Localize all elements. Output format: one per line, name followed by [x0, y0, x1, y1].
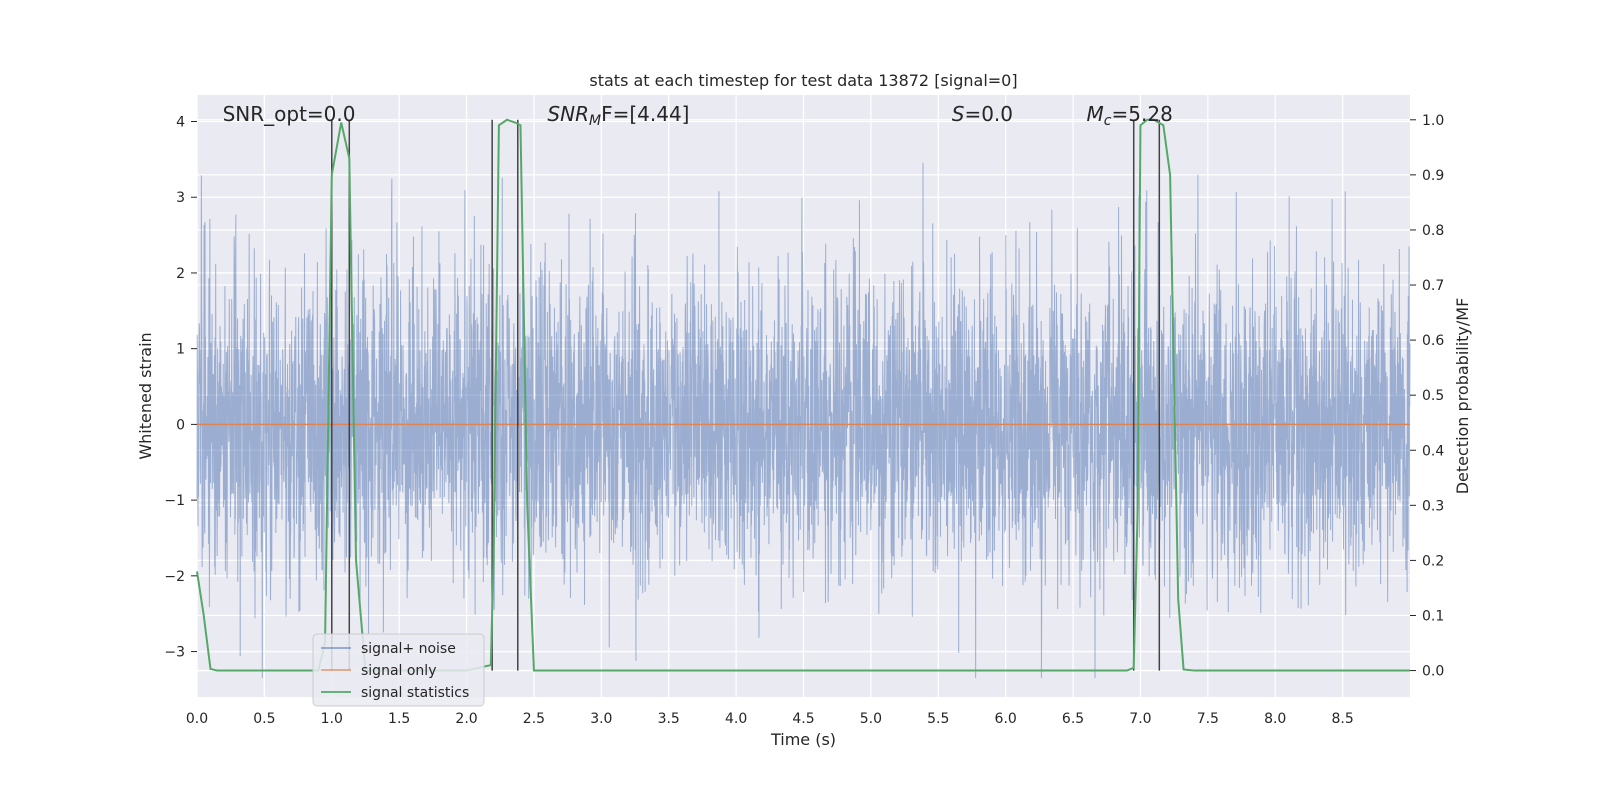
- legend: signal+ noise signal only signal statistic…: [312, 633, 485, 707]
- y-tick-label-right: 0.9: [1422, 168, 1444, 184]
- x-tick-label: 5.0: [860, 711, 882, 727]
- y-tick-label-right: 0.4: [1422, 443, 1444, 459]
- annotation-rest: =0.0: [964, 102, 1013, 126]
- annotations: SNR_opt=0.0 SNRMF=[4.44] S=0.0 Mc=5.28: [223, 102, 1173, 129]
- x-axis-label: Time (s): [770, 730, 836, 749]
- annotation-main: SNR: [547, 102, 589, 126]
- y-tick-label-left: 3: [176, 190, 185, 206]
- y-axis-label-left: Whitened strain: [136, 332, 155, 459]
- y-tick-label-left: −1: [164, 493, 185, 509]
- x-tick-label: 2.5: [523, 711, 545, 727]
- annotation-main: M: [1087, 102, 1104, 126]
- y-tick-label-right: 0.3: [1422, 498, 1444, 514]
- noise-line: [196, 162, 1411, 679]
- annotation-rest: F=[4.44]: [601, 102, 689, 126]
- y-tick-label-right: 0.5: [1422, 388, 1444, 404]
- x-tick-label: 4.0: [725, 711, 747, 727]
- annotation-sub: M: [589, 113, 601, 129]
- x-tick-label: 8.0: [1264, 711, 1286, 727]
- y-tick-label-right: 0.2: [1422, 553, 1444, 569]
- chart-title: stats at each timestep for test data 138…: [589, 71, 1017, 90]
- x-tick-label: 3.0: [590, 711, 612, 727]
- x-tick-label: 1.0: [321, 711, 343, 727]
- annotation-0: SNR_opt=0.0: [223, 102, 356, 126]
- y-tick-label-left: 1: [176, 342, 185, 358]
- signal-statistics-line: [196, 118, 1410, 672]
- x-tick-label: 4.5: [792, 711, 814, 727]
- y-tick-label-right: 1.0: [1422, 113, 1444, 129]
- series-signal-plus-noise: [196, 162, 1411, 679]
- legend-entry: signal only: [361, 663, 436, 679]
- annotation-sub: c: [1104, 113, 1112, 129]
- y-tick-label-left: 0: [176, 417, 185, 433]
- x-tick-label: 3.5: [658, 711, 680, 727]
- annotation-2: S=0.0: [952, 102, 1013, 126]
- x-tick-label: 2.0: [455, 711, 477, 727]
- x-tick-label: 8.5: [1331, 711, 1353, 727]
- y-tick-label-right: 0.1: [1422, 608, 1444, 624]
- x-tick-label: 0.5: [253, 711, 275, 727]
- y-tick-label-right: 0.7: [1422, 278, 1444, 294]
- annotation-main: S: [952, 102, 965, 126]
- x-tick-label: 5.5: [927, 711, 949, 727]
- x-tick-label: 6.5: [1062, 711, 1084, 727]
- y-tick-label-left: −3: [164, 645, 185, 661]
- y-axis-label-right: Detection probability/MF: [1453, 298, 1472, 495]
- y-tick-label-right: 0.8: [1422, 223, 1444, 239]
- x-tick-label: 7.0: [1129, 711, 1151, 727]
- x-tick-label: 7.5: [1197, 711, 1219, 727]
- x-tick-label: 0.0: [186, 711, 208, 727]
- y-tick-label-left: 2: [176, 266, 185, 282]
- y-tick-label-left: −2: [164, 569, 185, 585]
- y-tick-label-left: 4: [176, 115, 185, 131]
- legend-entry: signal statistics: [361, 685, 469, 701]
- x-tick-label: 6.0: [995, 711, 1017, 727]
- annotation-3: Mc=5.28: [1087, 102, 1173, 129]
- legend-box: [312, 633, 485, 707]
- annotation-1: SNRMF=[4.44]: [547, 102, 689, 129]
- x-tick-label: 1.5: [388, 711, 410, 727]
- series-signal-statistics: [196, 118, 1410, 672]
- y-tick-label-right: 0.0: [1422, 664, 1444, 680]
- annotation-rest: =5.28: [1112, 102, 1173, 126]
- legend-entry: signal+ noise: [361, 641, 456, 657]
- y-tick-label-right: 0.6: [1422, 333, 1444, 349]
- axis-ticks: 0.0 0.5 1.0 1.5 2.0 2.5 3.0 3.5 4.0 4.5 5.0 5.5 6.0 6…: [164, 113, 1444, 727]
